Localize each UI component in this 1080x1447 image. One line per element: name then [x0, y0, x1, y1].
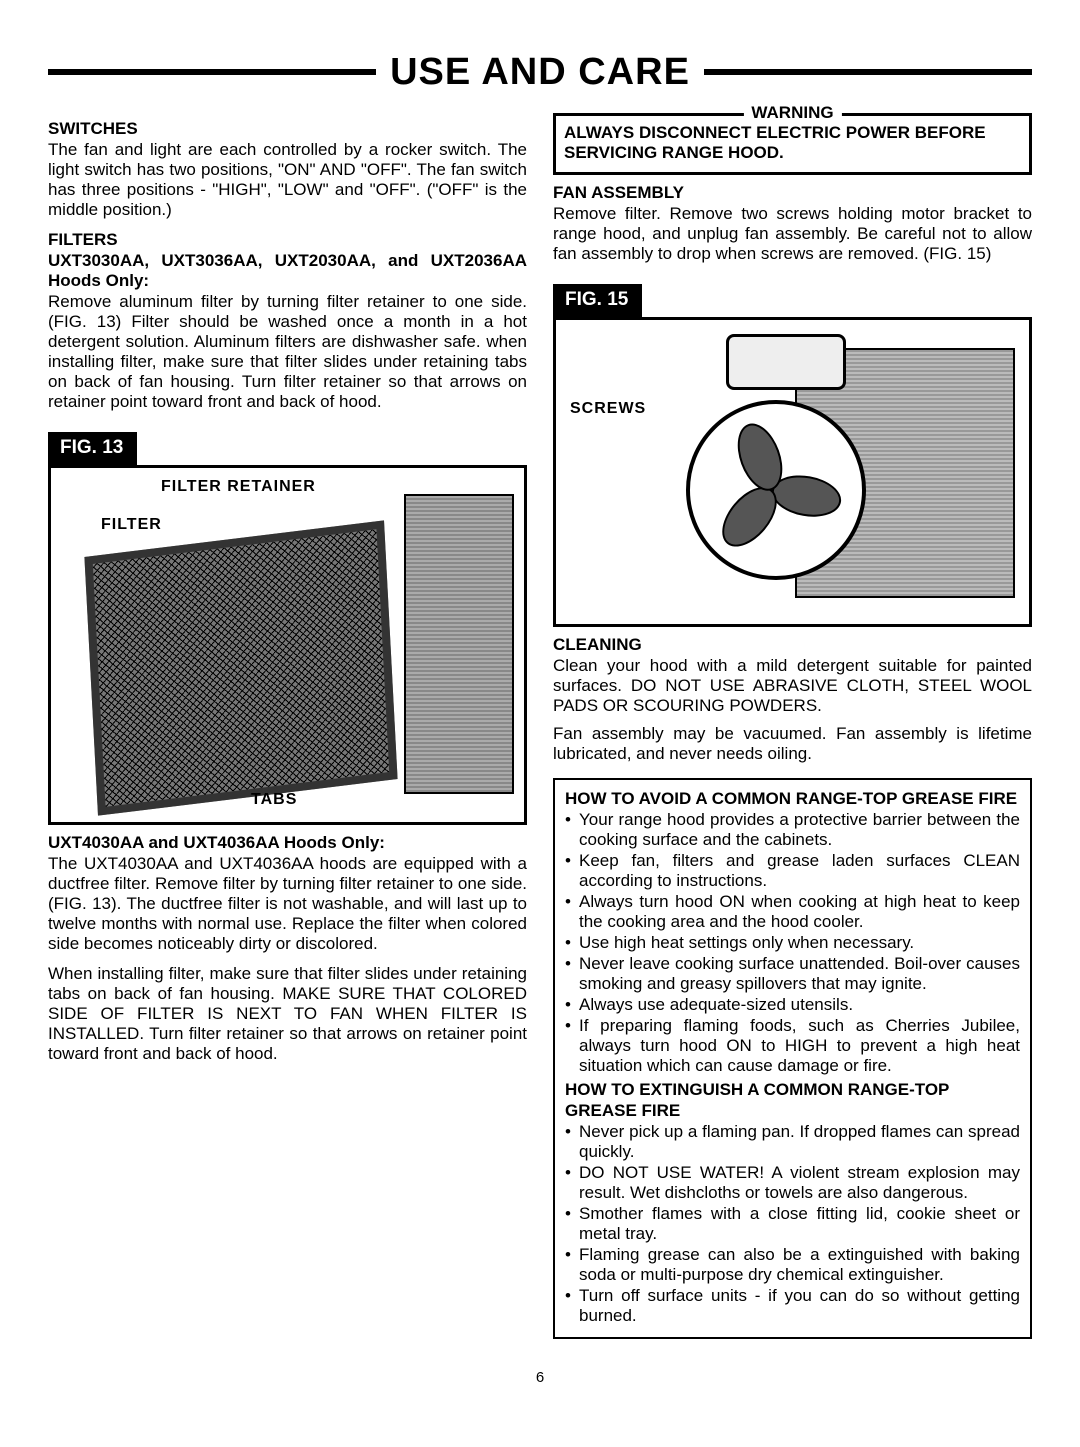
fig15-box: SCREWS — [553, 317, 1032, 627]
two-column-layout: SWITCHES The fan and light are each cont… — [48, 113, 1032, 1339]
extinguish-fire-item: Smother flames with a close fitting lid,… — [565, 1204, 1020, 1244]
title-bar: USE AND CARE — [48, 50, 1032, 95]
filters-body-b2: When installing filter, make sure that f… — [48, 964, 527, 1064]
fig13-box: FILTER RETAINER FILTER TABS — [48, 465, 527, 825]
warning-box: WARNING ALWAYS DISCONNECT ELECTRIC POWER… — [553, 113, 1032, 175]
extinguish-fire-item: Turn off surface units - if you can do s… — [565, 1286, 1020, 1326]
fig13-label: FIG. 13 — [48, 432, 137, 464]
switches-heading: SWITCHES — [48, 119, 527, 139]
warning-title: WARNING — [743, 103, 841, 123]
filters-models-b: UXT4030AA and UXT4036AA Hoods Only: — [48, 833, 527, 853]
fig13-filter-label: FILTER — [101, 516, 162, 535]
left-column: SWITCHES The fan and light are each cont… — [48, 113, 527, 1339]
avoid-fire-item: Never leave cooking surface unattended. … — [565, 954, 1020, 994]
fig15-label: FIG. 15 — [553, 284, 642, 316]
fig15-screws-label: SCREWS — [570, 400, 646, 419]
fig13-retainer-label: FILTER RETAINER — [161, 478, 316, 497]
warning-body: ALWAYS DISCONNECT ELECTRIC POWER BEFORE … — [564, 123, 1021, 163]
page-number: 6 — [48, 1369, 1032, 1387]
extinguish-fire-list: Never pick up a flaming pan. If dropped … — [565, 1122, 1020, 1326]
fan-assembly-body: Remove filter. Remove two screws holding… — [553, 204, 1032, 264]
page-title: USE AND CARE — [376, 50, 704, 95]
avoid-fire-item: Always turn hood ON when cooking at high… — [565, 892, 1020, 932]
fig13-filter-mesh — [84, 520, 397, 815]
filters-heading: FILTERS — [48, 230, 527, 250]
avoid-fire-item: Use high heat settings only when necessa… — [565, 933, 1020, 953]
filters-body-b1: The UXT4030AA and UXT4036AA hoods are eq… — [48, 854, 527, 954]
fan-assembly-heading: FAN ASSEMBLY — [553, 183, 1032, 203]
title-rule-left — [48, 69, 376, 75]
fig15-motor — [726, 334, 846, 390]
extinguish-fire-item: DO NOT USE WATER! A violent stream explo… — [565, 1163, 1020, 1203]
avoid-fire-item: Always use adequate-sized utensils. — [565, 995, 1020, 1015]
avoid-fire-heading: HOW TO AVOID A COMMON RANGE-TOP GREASE F… — [565, 789, 1020, 809]
avoid-fire-list: Your range hood provides a protective ba… — [565, 810, 1020, 1077]
filters-body-a: Remove aluminum filter by turning filter… — [48, 292, 527, 412]
extinguish-fire-item: Flaming grease can also be a extinguishe… — [565, 1245, 1020, 1285]
avoid-fire-item: Keep fan, filters and grease laden surfa… — [565, 851, 1020, 891]
fig13-tabs-label: TABS — [251, 791, 297, 810]
cleaning-body2: Fan assembly may be vacuumed. Fan assemb… — [553, 724, 1032, 764]
grease-fire-box: HOW TO AVOID A COMMON RANGE-TOP GREASE F… — [553, 778, 1032, 1339]
fig15-fan-ring — [686, 400, 866, 580]
extinguish-fire-heading: HOW TO EXTINGUISH A COMMON RANGE-TOP GRE… — [565, 1080, 1020, 1120]
title-rule-right — [704, 69, 1032, 75]
filters-models-a: UXT3030AA, UXT3036AA, UXT2030AA, and UXT… — [48, 251, 527, 291]
avoid-fire-item: Your range hood provides a protective ba… — [565, 810, 1020, 850]
avoid-fire-item: If preparing flaming foods, such as Cher… — [565, 1016, 1020, 1076]
fig13-housing — [404, 494, 514, 794]
cleaning-body1: Clean your hood with a mild detergent su… — [553, 656, 1032, 716]
extinguish-fire-item: Never pick up a flaming pan. If dropped … — [565, 1122, 1020, 1162]
right-column: WARNING ALWAYS DISCONNECT ELECTRIC POWER… — [553, 113, 1032, 1339]
cleaning-heading: CLEANING — [553, 635, 1032, 655]
switches-body: The fan and light are each controlled by… — [48, 140, 527, 220]
